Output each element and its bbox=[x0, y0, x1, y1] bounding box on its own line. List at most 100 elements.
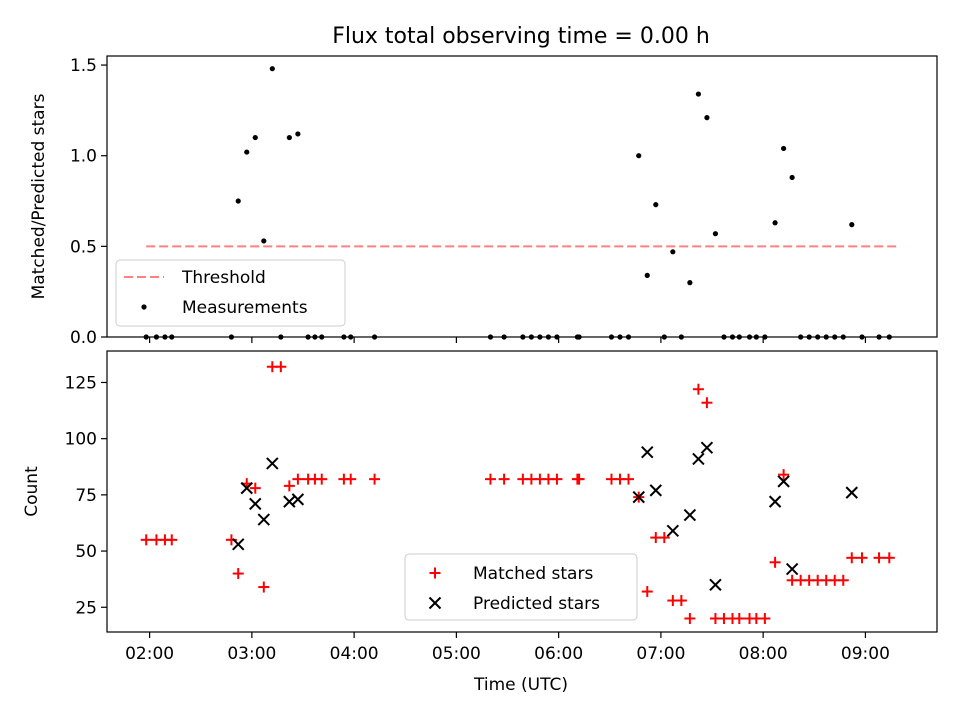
bottom-x-tick-label: 06:00 bbox=[534, 644, 583, 664]
top-legend: Threshold Measurements bbox=[115, 259, 346, 327]
measurement-point bbox=[554, 334, 560, 340]
measurement-point bbox=[721, 334, 727, 340]
bottom-legend-box bbox=[404, 553, 638, 621]
measurement-point bbox=[625, 334, 632, 340]
predicted-star-point bbox=[641, 445, 654, 459]
legend-threshold-label: Threshold bbox=[181, 268, 266, 288]
bottom-y-ticks: 25 50 75 100 125 bbox=[65, 373, 107, 618]
matched-star-point bbox=[684, 613, 696, 625]
legend-matched-label: Matched stars bbox=[473, 564, 593, 584]
measurement-point bbox=[762, 334, 768, 340]
measurement-point bbox=[712, 231, 719, 237]
top-y-tick-label: 1.5 bbox=[70, 56, 97, 76]
measurement-point bbox=[746, 334, 753, 340]
matched-star-point bbox=[883, 552, 895, 564]
measurement-point bbox=[815, 334, 821, 340]
matched-star-point bbox=[733, 613, 745, 625]
predicted-star-point bbox=[649, 484, 662, 497]
bottom-x-ticks: 02:00 03:00 04:00 05:00 06:00 07:00 08:00 09:00 bbox=[125, 632, 890, 664]
top-y-tick-label: 0.5 bbox=[70, 237, 97, 257]
measurement-point bbox=[576, 334, 582, 340]
measurement-point bbox=[278, 334, 284, 340]
measurement-point bbox=[143, 334, 149, 340]
bottom-x-tick-label: 02:00 bbox=[125, 644, 174, 664]
predicted-star-point bbox=[632, 490, 645, 504]
measurement-point bbox=[729, 334, 736, 340]
top-y-tick-label: 1.0 bbox=[70, 147, 97, 167]
measurement-point bbox=[153, 334, 160, 340]
measurement-point bbox=[823, 334, 829, 340]
measurement-point bbox=[661, 334, 667, 340]
bottom-x-tick-label: 04:00 bbox=[330, 644, 379, 664]
bottom-y-tick-label: 125 bbox=[65, 373, 97, 393]
matched-star-point bbox=[856, 552, 868, 564]
matched-star-point bbox=[658, 532, 670, 544]
measurement-point bbox=[832, 334, 838, 340]
measurement-point bbox=[859, 334, 865, 340]
matched-star-point bbox=[283, 480, 295, 492]
predicted-star-point bbox=[232, 538, 245, 551]
bottom-x-tick-label: 05:00 bbox=[432, 644, 481, 664]
matched-star-point bbox=[275, 361, 287, 373]
predicted-star-point bbox=[777, 475, 790, 488]
top-y-tick-label: 0.0 bbox=[70, 328, 97, 348]
matched-stars-points bbox=[140, 361, 895, 625]
measurement-point bbox=[261, 238, 267, 244]
predicted-star-point bbox=[291, 493, 305, 506]
bottom-axes-frame bbox=[106, 350, 938, 633]
measurement-point bbox=[608, 334, 615, 340]
figure-title: Flux total observing time = 0.00 h bbox=[332, 24, 710, 49]
measurement-point bbox=[849, 222, 855, 228]
predicted-star-point bbox=[845, 486, 858, 499]
matched-star-point bbox=[484, 473, 496, 485]
matched-star-point bbox=[692, 383, 704, 395]
measurement-point bbox=[653, 202, 659, 208]
measurement-point bbox=[806, 334, 812, 340]
matched-star-point bbox=[551, 473, 563, 485]
bottom-x-tick-label: 09:00 bbox=[841, 644, 890, 664]
matched-star-point bbox=[292, 473, 304, 485]
measurement-point bbox=[305, 334, 311, 340]
measurement-point bbox=[704, 115, 710, 121]
measurement-point bbox=[670, 249, 676, 255]
measurement-point bbox=[876, 334, 882, 340]
matched-star-point bbox=[140, 534, 152, 546]
measurement-point bbox=[341, 334, 347, 340]
legend-measurements-label: Measurements bbox=[182, 298, 308, 318]
measurement-point bbox=[617, 334, 623, 340]
matched-star-point bbox=[873, 552, 885, 564]
measurement-point bbox=[678, 334, 684, 340]
measurement-point bbox=[348, 334, 354, 340]
top-axes: 0.0 0.5 1.0 1.5 Matched/Predicted stars Thr… bbox=[29, 55, 938, 348]
matched-star-point bbox=[258, 581, 270, 593]
legend-predicted-marker bbox=[428, 596, 442, 610]
measurement-point bbox=[798, 334, 804, 340]
matched-star-point bbox=[759, 613, 771, 625]
matched-star-point bbox=[232, 568, 244, 580]
bottom-axes: 25 50 75 100 125 02:00 03:00 04:00 05:00 06:00 07… bbox=[22, 350, 938, 695]
matched-star-point bbox=[623, 473, 635, 485]
matched-star-point bbox=[778, 469, 790, 481]
matched-star-point bbox=[166, 534, 178, 546]
measurement-point bbox=[781, 145, 787, 152]
predicted-star-point bbox=[240, 481, 253, 495]
measurement-point bbox=[252, 134, 258, 141]
measurement-point bbox=[501, 334, 507, 340]
bottom-y-tick-label: 75 bbox=[75, 486, 97, 506]
measurement-point bbox=[528, 334, 534, 340]
measurement-point bbox=[312, 334, 318, 340]
matched-star-point bbox=[345, 473, 357, 485]
measurement-point bbox=[520, 334, 526, 340]
measurement-point bbox=[235, 198, 241, 204]
legend-predicted-swatch bbox=[428, 596, 442, 610]
bottom-y-axis-label: Count bbox=[22, 466, 42, 517]
predicted-star-point bbox=[683, 508, 697, 522]
bottom-x-tick-label: 03:00 bbox=[227, 644, 276, 664]
matched-star-point bbox=[837, 574, 849, 586]
matched-star-point bbox=[641, 586, 653, 598]
legend-matched-marker bbox=[429, 567, 441, 579]
measurement-point bbox=[371, 334, 378, 340]
measurement-point bbox=[772, 220, 778, 226]
predicted-star-point bbox=[666, 524, 680, 538]
